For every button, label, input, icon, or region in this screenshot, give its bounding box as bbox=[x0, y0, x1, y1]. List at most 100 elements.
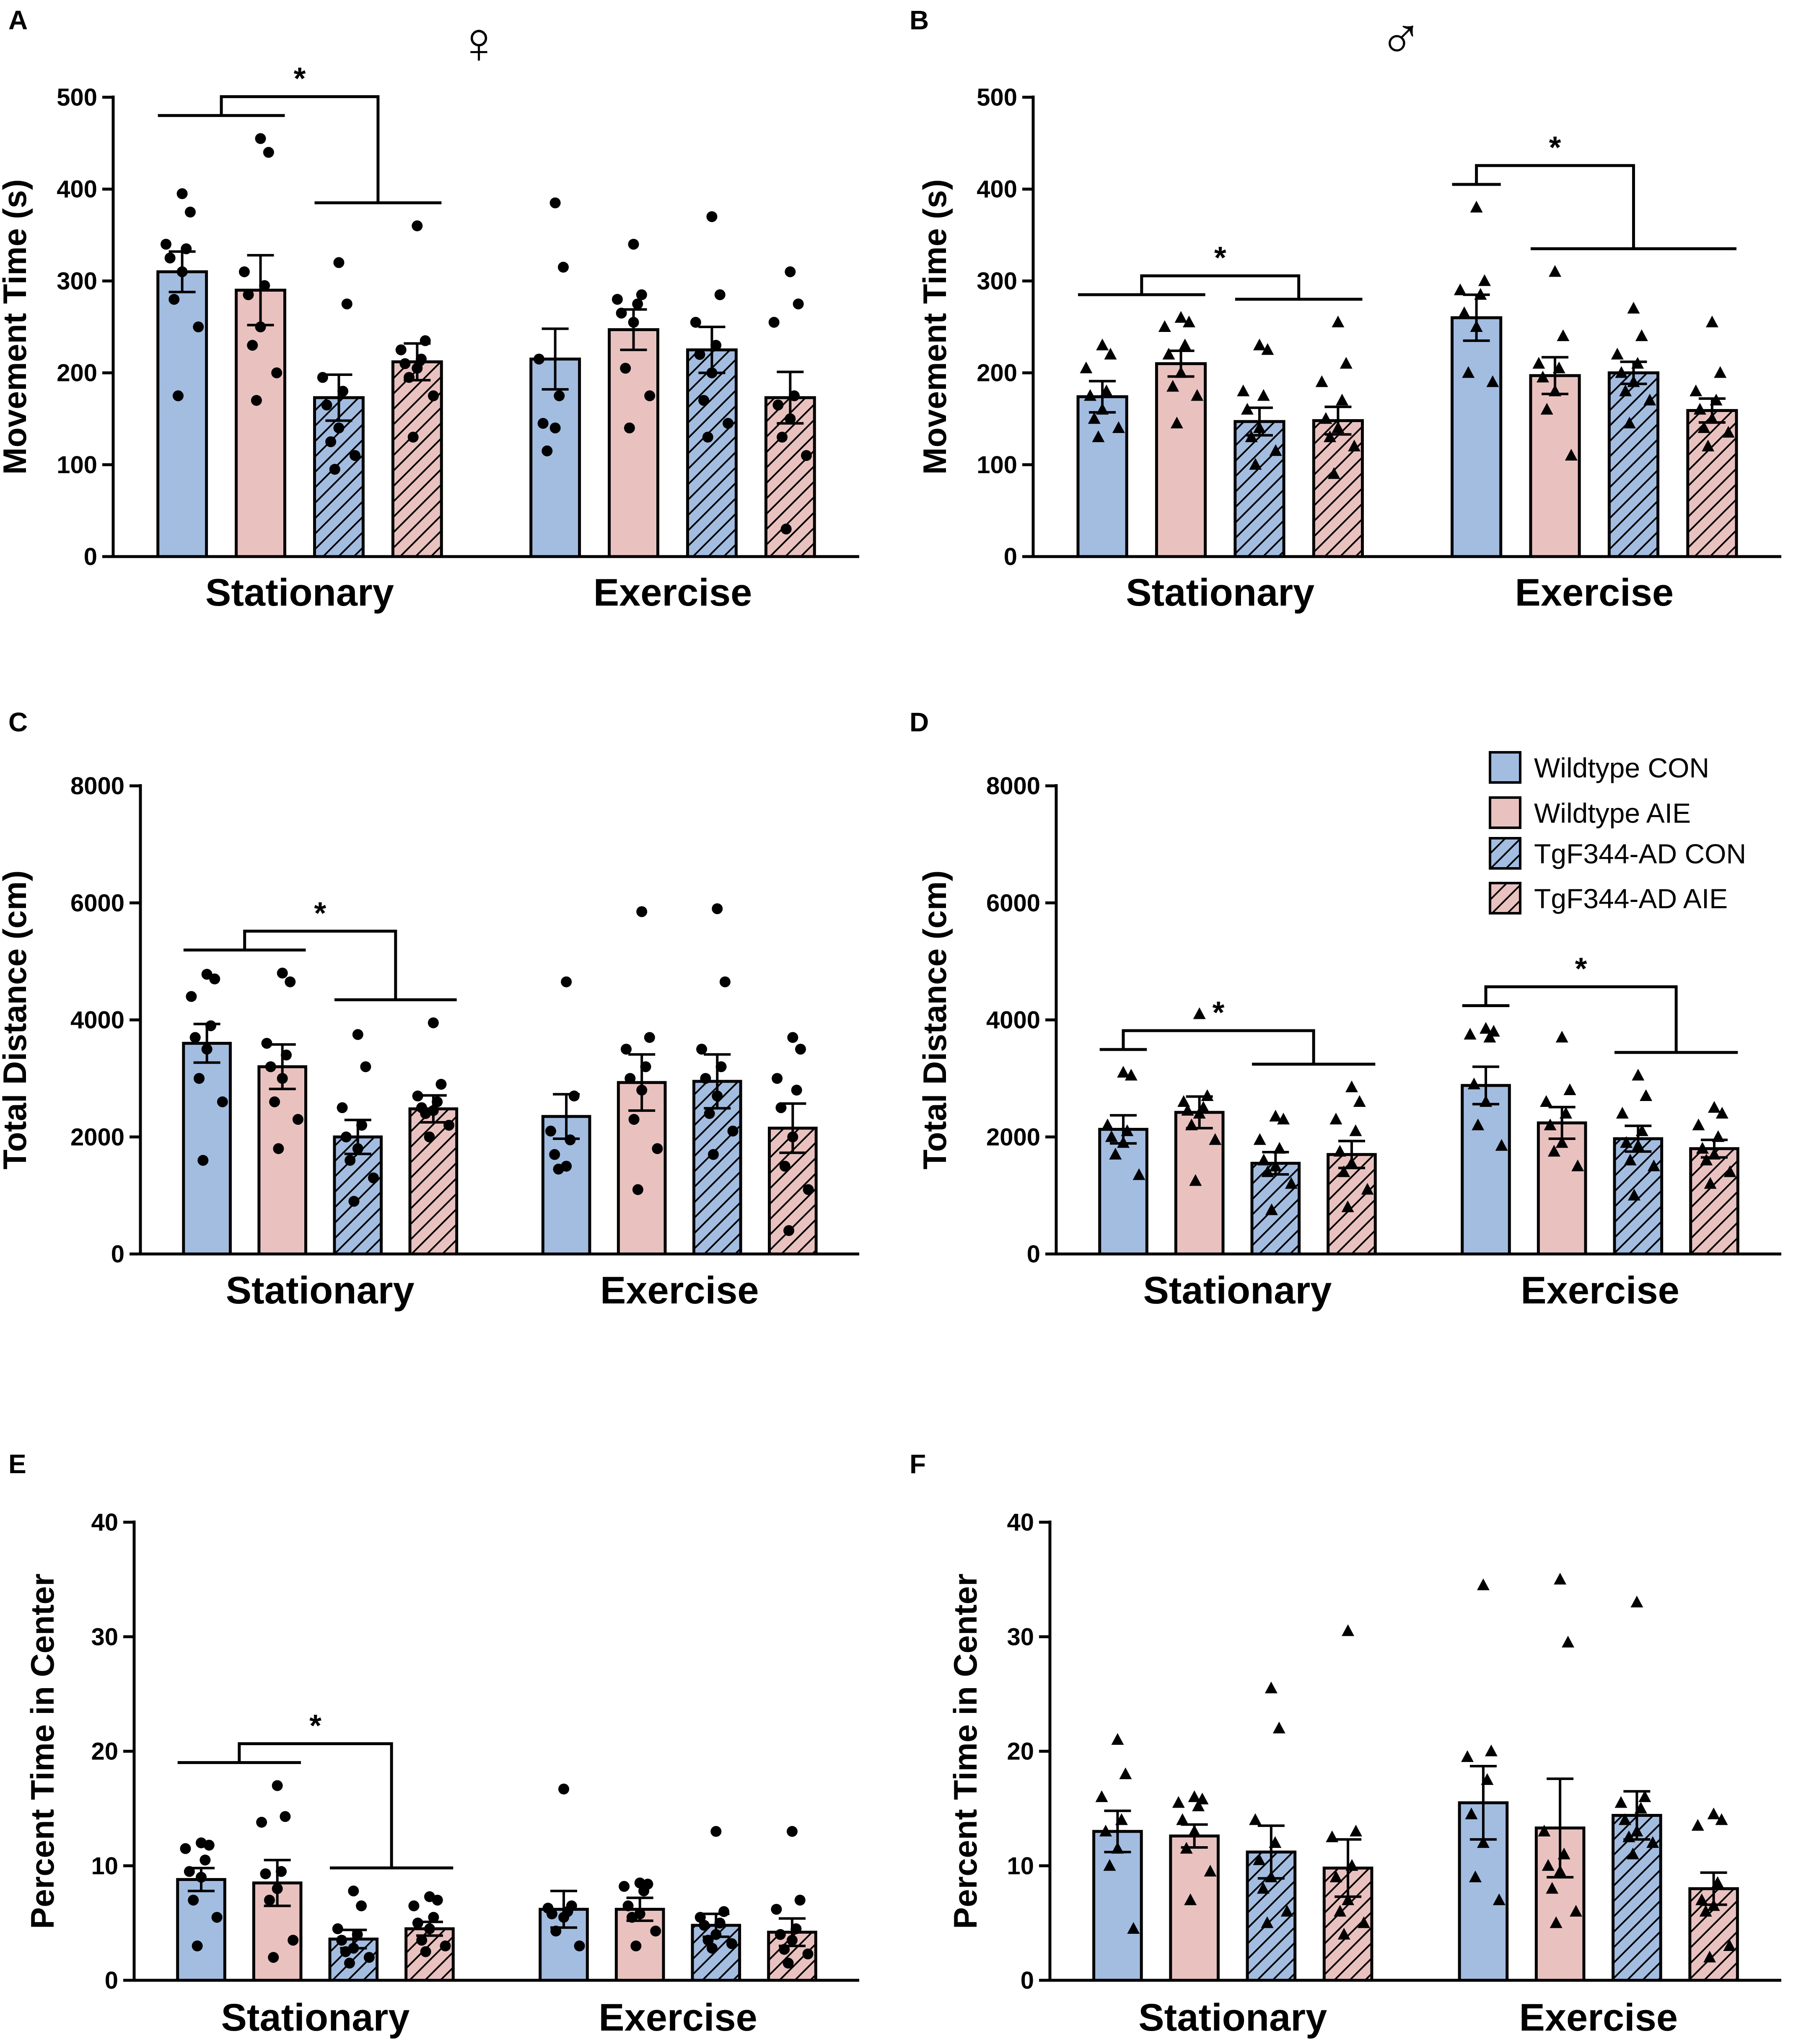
data-point bbox=[636, 289, 647, 301]
data-point bbox=[1464, 1028, 1477, 1040]
data-point bbox=[1623, 417, 1636, 429]
data-point bbox=[710, 1929, 722, 1940]
data-point bbox=[1619, 384, 1632, 396]
data-point bbox=[699, 1920, 710, 1931]
y-tick-label: 40 bbox=[91, 1509, 118, 1536]
y-tick-label: 2000 bbox=[70, 1124, 124, 1151]
data-point bbox=[1634, 1802, 1647, 1814]
significance-star: * bbox=[1213, 995, 1225, 1030]
data-point bbox=[336, 1935, 347, 1946]
data-point bbox=[276, 1866, 287, 1877]
data-point bbox=[1555, 1136, 1568, 1148]
data-point bbox=[1265, 1203, 1278, 1215]
data-point bbox=[348, 1885, 359, 1896]
legend-swatch-wt-con bbox=[1489, 751, 1521, 784]
data-point bbox=[1099, 1824, 1112, 1837]
bar-wt_aie bbox=[1529, 374, 1581, 558]
data-point bbox=[698, 395, 710, 406]
data-point bbox=[795, 1044, 806, 1055]
data-point bbox=[1189, 1174, 1202, 1186]
data-point bbox=[690, 317, 701, 328]
data-point bbox=[264, 1894, 275, 1906]
data-point bbox=[772, 1073, 783, 1084]
data-point bbox=[1179, 338, 1192, 350]
data-point bbox=[1192, 1799, 1205, 1811]
data-point bbox=[783, 1225, 795, 1236]
data-point bbox=[549, 197, 561, 209]
data-point bbox=[164, 252, 176, 264]
data-point bbox=[1326, 1830, 1339, 1842]
data-point bbox=[1280, 1905, 1293, 1917]
data-point bbox=[632, 1184, 643, 1195]
data-point bbox=[1552, 361, 1565, 373]
data-point bbox=[620, 363, 631, 374]
bar-wt_aie bbox=[608, 328, 659, 558]
data-point bbox=[1547, 1145, 1560, 1157]
data-point bbox=[628, 317, 639, 328]
male-symbol-icon: ♂ bbox=[1379, 5, 1423, 71]
data-point bbox=[574, 1940, 585, 1952]
data-point bbox=[779, 1161, 790, 1172]
y-tick-label: 8000 bbox=[70, 772, 124, 800]
data-point bbox=[714, 1917, 726, 1929]
data-point bbox=[273, 1143, 284, 1154]
data-point bbox=[565, 1134, 576, 1145]
data-point bbox=[785, 266, 796, 277]
data-point bbox=[1096, 403, 1109, 415]
data-point bbox=[265, 1061, 276, 1073]
data-point bbox=[787, 1131, 798, 1142]
bar-wt_con bbox=[182, 1041, 232, 1256]
data-point bbox=[1253, 1853, 1266, 1865]
data-point bbox=[1540, 403, 1553, 415]
data-point bbox=[1542, 1859, 1555, 1871]
bar-wt_con bbox=[176, 1878, 226, 1982]
data-point bbox=[1705, 412, 1718, 424]
data-point bbox=[1121, 1124, 1134, 1136]
data-point bbox=[1345, 1859, 1358, 1871]
data-point bbox=[412, 1917, 423, 1929]
data-point bbox=[1334, 1905, 1347, 1917]
data-point bbox=[360, 1061, 371, 1073]
data-point bbox=[1327, 467, 1340, 479]
bar-wt_con bbox=[1098, 1128, 1148, 1256]
data-point bbox=[1253, 338, 1266, 350]
data-point bbox=[424, 1131, 435, 1142]
data-point bbox=[1340, 357, 1353, 369]
data-point bbox=[1570, 1905, 1583, 1917]
x-group-label: Stationary bbox=[205, 571, 394, 614]
data-point bbox=[1458, 306, 1471, 319]
data-point bbox=[1261, 343, 1274, 355]
data-point bbox=[802, 1948, 814, 1960]
data-point bbox=[1117, 1136, 1130, 1148]
data-point bbox=[546, 1908, 557, 1920]
data-point bbox=[277, 1073, 288, 1084]
data-point bbox=[1565, 448, 1578, 461]
data-point bbox=[1180, 1842, 1193, 1854]
data-point bbox=[1349, 1124, 1362, 1136]
legend-label-wt-aie: Wildtype AIE bbox=[1534, 798, 1691, 829]
data-point bbox=[420, 1946, 431, 1957]
data-point bbox=[638, 1885, 650, 1896]
data-point bbox=[352, 1029, 363, 1040]
data-point bbox=[650, 1925, 661, 1937]
data-point bbox=[1462, 366, 1475, 378]
data-point bbox=[1117, 1066, 1130, 1078]
data-point bbox=[550, 1925, 562, 1937]
y-tick-label: 0 bbox=[105, 1967, 118, 1994]
data-point bbox=[205, 1020, 216, 1031]
data-point bbox=[714, 289, 726, 301]
data-point bbox=[1109, 1148, 1122, 1160]
data-point bbox=[251, 395, 262, 406]
data-point bbox=[1611, 347, 1624, 360]
data-point bbox=[1693, 403, 1706, 415]
data-point bbox=[1690, 384, 1703, 396]
data-point bbox=[261, 1038, 272, 1049]
data-point bbox=[432, 1096, 443, 1107]
significance-star: * bbox=[314, 896, 326, 930]
data-point bbox=[775, 1102, 787, 1113]
data-point bbox=[1261, 1165, 1274, 1177]
data-point bbox=[1469, 1870, 1482, 1883]
panel-label-f: F bbox=[910, 1449, 926, 1479]
data-point bbox=[1622, 1830, 1635, 1842]
x-group-label: Stationary bbox=[1126, 571, 1314, 614]
